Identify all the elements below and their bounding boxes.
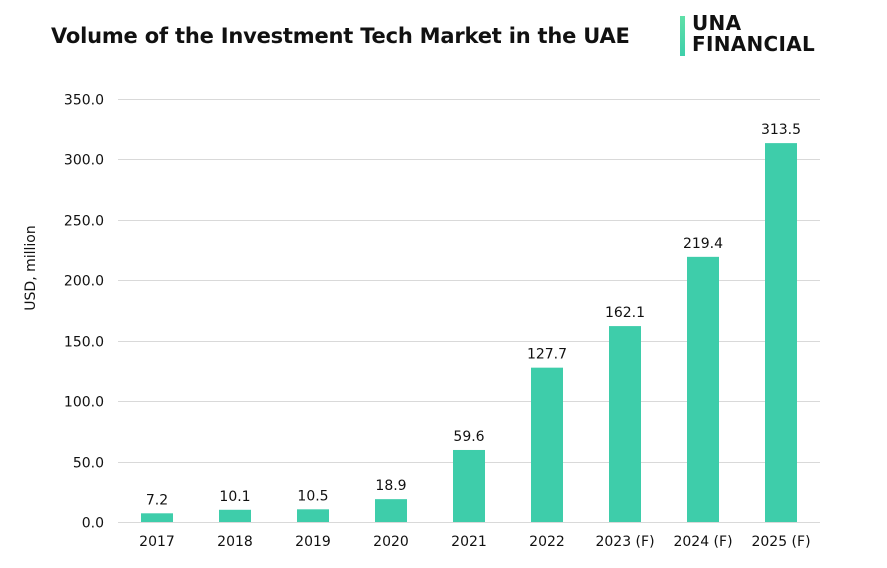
- bar: [765, 143, 797, 522]
- y-axis-label: USD, million: [23, 225, 39, 310]
- bar: [453, 449, 485, 522]
- x-tick-label: 2023 (F): [595, 534, 654, 550]
- x-tick-label: 2021: [451, 534, 487, 550]
- x-tick-label: 2019: [295, 534, 331, 550]
- bars: [141, 143, 797, 522]
- x-tick-label: 2022: [529, 534, 565, 550]
- data-label: 10.1: [219, 489, 250, 505]
- data-label: 313.5: [761, 122, 801, 138]
- data-label: 10.5: [297, 488, 328, 504]
- bar: [219, 509, 251, 522]
- value-labels: 7.2 10.1 10.5 18.9 59.6 127.7 162.1 219.4 313.5: [146, 122, 801, 508]
- y-tick-label: 350.0: [64, 93, 104, 109]
- data-label: 7.2: [146, 492, 168, 508]
- y-tick-label: 300.0: [64, 153, 104, 169]
- y-tick-label: 100.0: [64, 395, 104, 411]
- x-axis-ticks: 2017 2018 2019 2020 2021 2022 2023 (F) 2024 (F)…: [139, 534, 810, 550]
- logo-line-2: FINANCIAL: [692, 32, 816, 56]
- y-tick-label: 150.0: [64, 335, 104, 351]
- x-tick-label: 2020: [373, 534, 409, 550]
- data-label: 127.7: [527, 347, 567, 363]
- bar: [687, 256, 719, 522]
- bar: [609, 326, 641, 522]
- data-label: 59.6: [453, 429, 484, 445]
- y-tick-label: 200.0: [64, 274, 104, 290]
- data-label: 219.4: [683, 236, 723, 252]
- x-tick-label: 2018: [217, 534, 253, 550]
- bar: [375, 499, 407, 522]
- y-tick-label: 0.0: [82, 516, 104, 532]
- y-tick-label: 250.0: [64, 214, 104, 230]
- y-tick-label: 50.0: [73, 456, 104, 472]
- x-tick-label: 2025 (F): [751, 534, 810, 550]
- x-tick-label: 2024 (F): [673, 534, 732, 550]
- chart-title: Volume of the Investment Tech Market in …: [51, 24, 630, 48]
- y-axis-ticks: 0.0 50.0 100.0 150.0 200.0 250.0 300.0 350.0: [64, 93, 104, 532]
- x-tick-label: 2017: [139, 534, 175, 550]
- logo-accent-bar: [680, 16, 685, 56]
- data-label: 18.9: [375, 478, 406, 494]
- logo-text: UNA FINANCIAL: [692, 13, 815, 55]
- data-label: 162.1: [605, 305, 645, 321]
- logo-line-1: UNA: [692, 11, 742, 35]
- bar: [141, 513, 173, 522]
- bar: [531, 367, 563, 522]
- bar: [297, 509, 329, 522]
